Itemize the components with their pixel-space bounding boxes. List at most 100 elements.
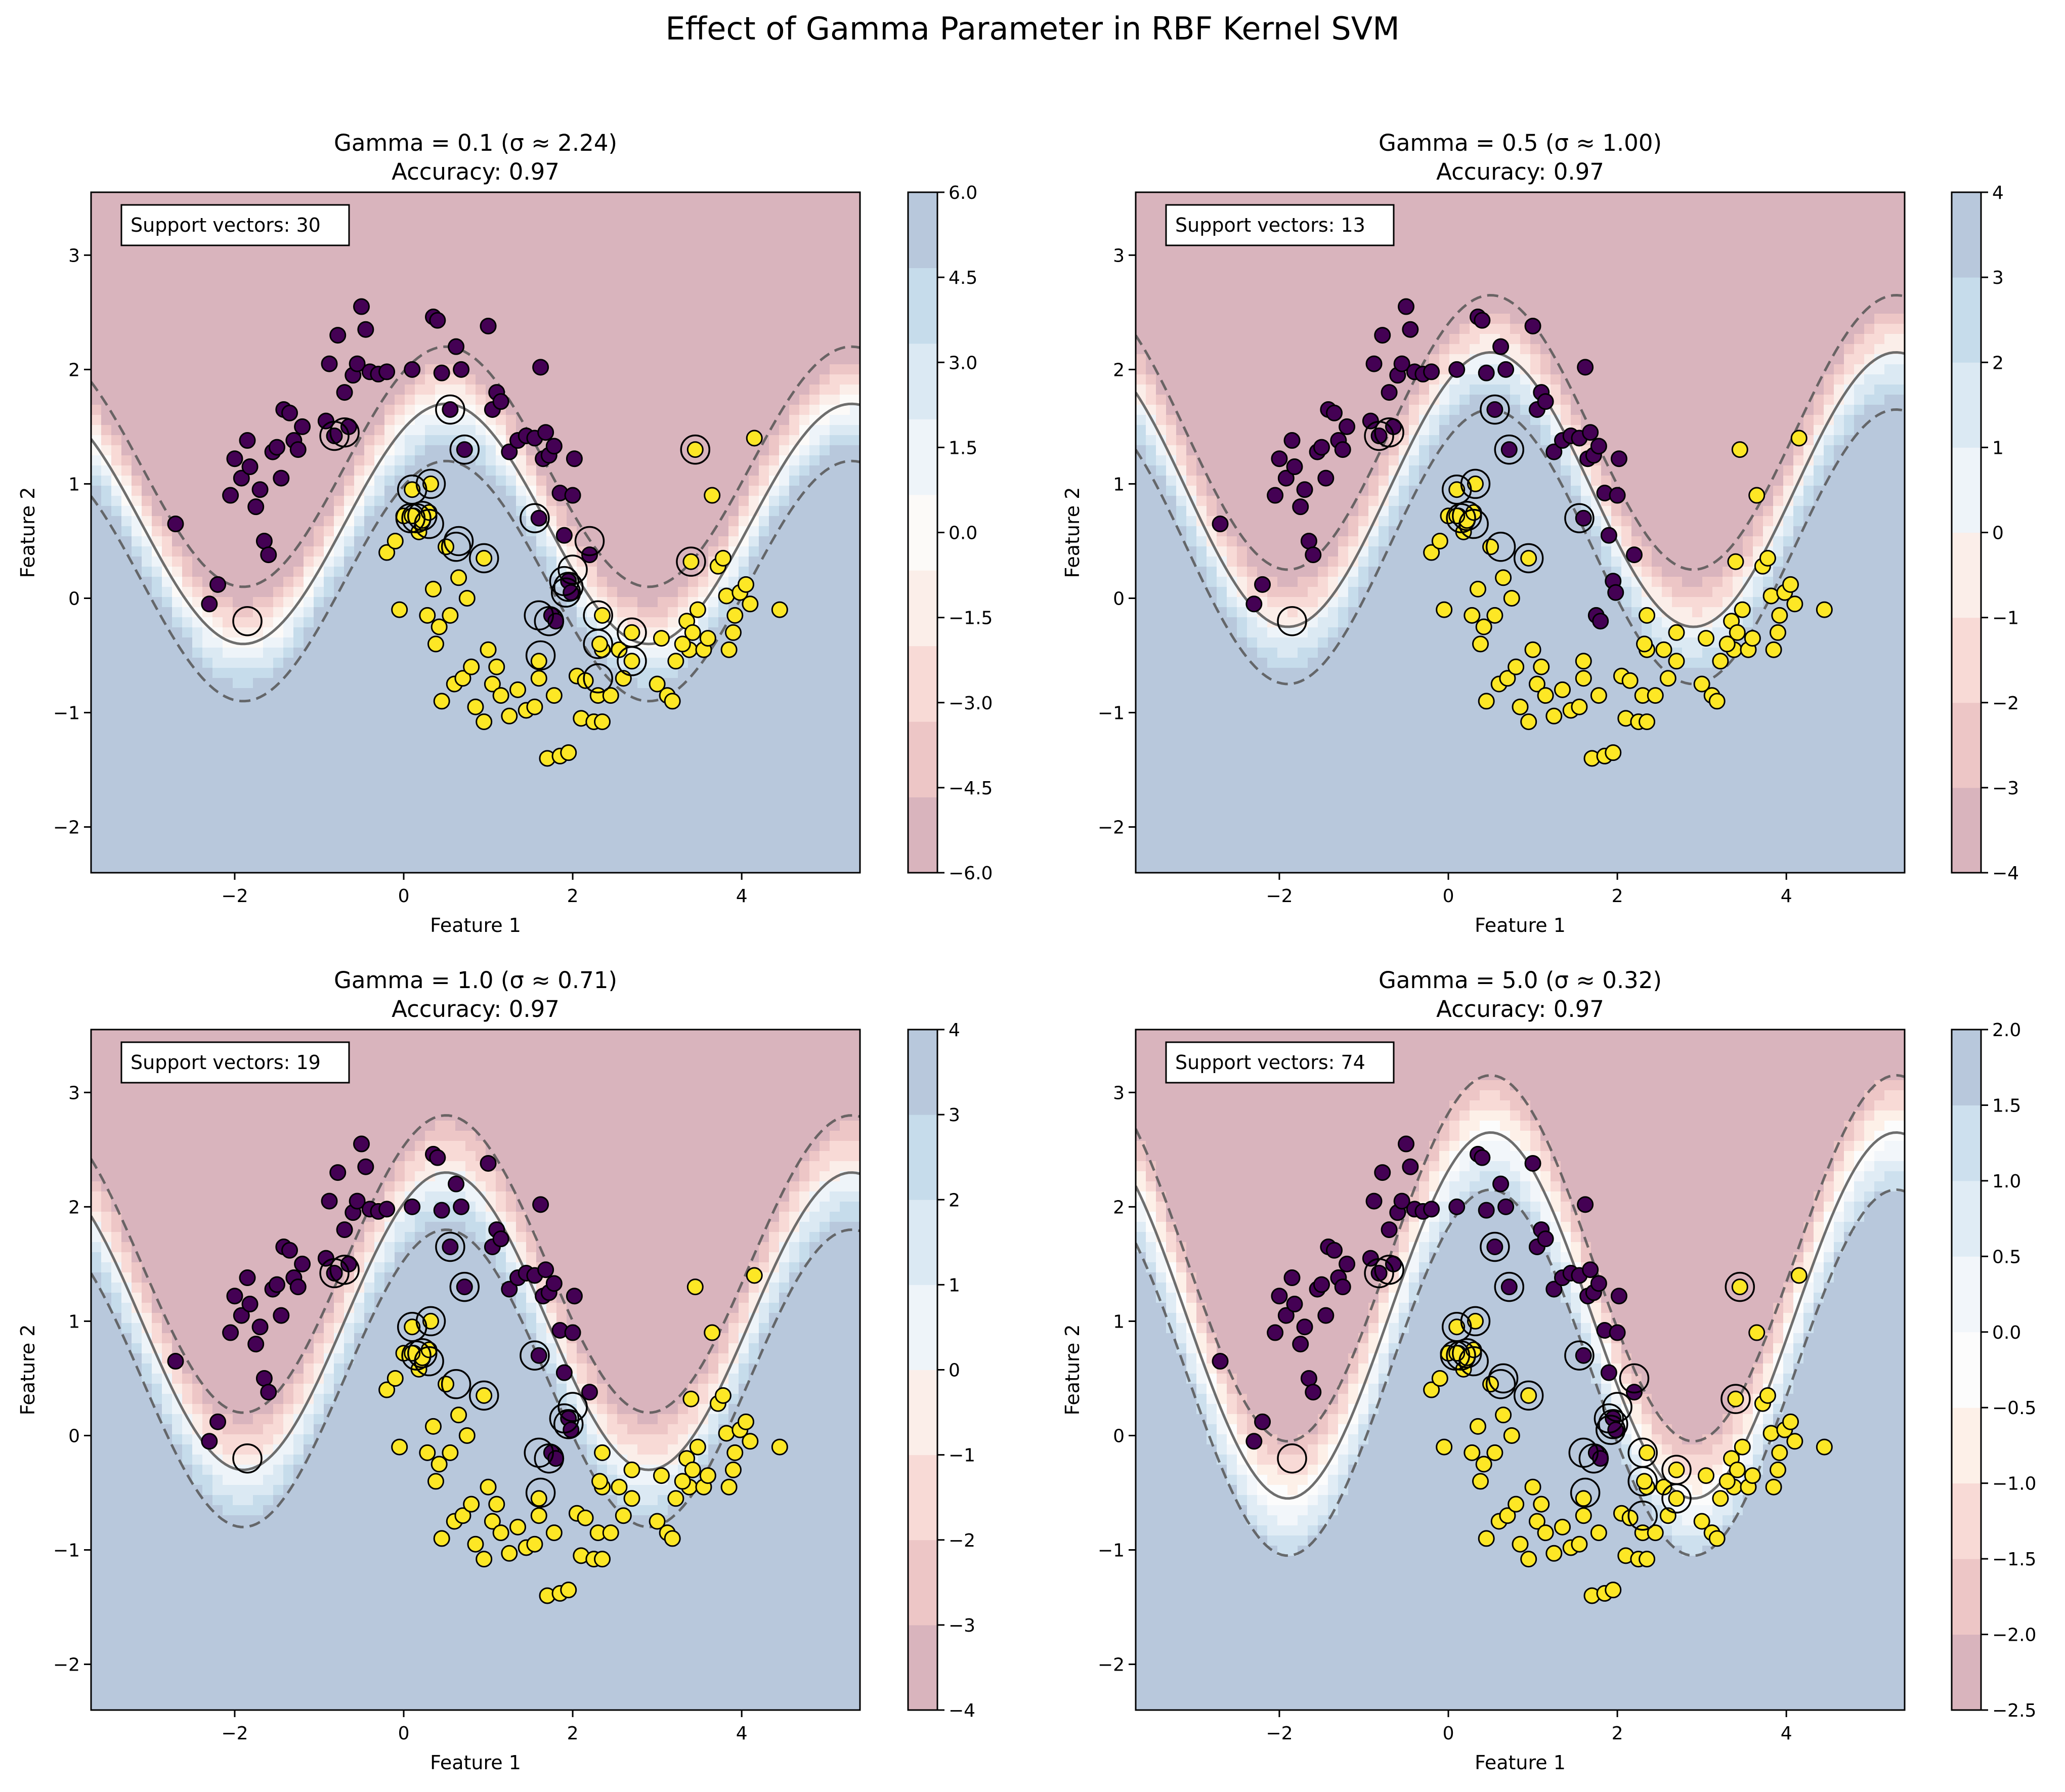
point-class0	[1609, 1324, 1626, 1341]
point-class1	[1765, 641, 1782, 658]
y-tick-label: 2	[68, 360, 80, 380]
point-class1	[1621, 672, 1639, 689]
support-vector-ring	[1513, 1380, 1544, 1411]
point-class0	[1296, 1318, 1313, 1336]
point-class1	[602, 687, 619, 704]
point-class1	[1693, 1513, 1710, 1530]
point-class1	[726, 1444, 744, 1461]
point-class1	[1731, 441, 1748, 458]
y-tick-label: 1	[68, 1311, 80, 1332]
point-class0	[1283, 1269, 1301, 1287]
boundary-line	[1136, 1131, 1905, 1500]
point-class0	[456, 1278, 473, 1296]
scatter-points	[167, 1135, 788, 1604]
colorbar-tick-label: 0.0	[1992, 1322, 2021, 1343]
colorbar-tick-label: 1.0	[1992, 1171, 2021, 1192]
support-vectors-annotation: Support vectors: 19	[120, 1041, 350, 1084]
support-vector-ring	[520, 1340, 550, 1371]
point-class0	[566, 1288, 583, 1305]
support-vector-ring	[435, 1231, 465, 1262]
point-class1	[649, 1513, 666, 1530]
support-vector-ring	[1374, 417, 1404, 448]
colorbar-tick-label: 2.0	[1992, 1020, 2021, 1041]
point-class1	[699, 630, 716, 647]
subplot-4: −2 0 2 4 −2 −1 0 1 2 3 Feature 1 Feature 2 Gamma = 5…	[1061, 967, 2036, 1774]
point-class1	[560, 1582, 577, 1599]
point-class0	[1313, 439, 1330, 456]
point-class1	[1528, 675, 1545, 693]
point-class1	[771, 601, 788, 618]
point-class1	[433, 693, 450, 710]
point-class0	[1267, 1324, 1284, 1341]
support-vector-ring	[1720, 1384, 1751, 1414]
axes-frame	[1135, 1029, 1906, 1711]
point-class0	[378, 1201, 396, 1218]
point-class0	[1609, 487, 1626, 504]
point-class0	[281, 404, 298, 421]
point-class0	[378, 363, 396, 380]
point-class0	[281, 1242, 298, 1259]
point-class1	[463, 1496, 480, 1513]
support-vectors-text: Support vectors: 19	[131, 1051, 321, 1074]
y-tick-label: −2	[53, 1655, 80, 1676]
point-class0	[1277, 1307, 1295, 1324]
figure-title: Effect of Gamma Parameter in RBF Kernel …	[665, 10, 1399, 47]
point-class1	[1520, 713, 1537, 731]
point-class0	[167, 516, 184, 533]
point-class0	[1398, 298, 1415, 315]
point-class0	[336, 1221, 353, 1239]
point-class0	[247, 1336, 265, 1353]
subplot-title: Gamma = 1.0 (σ ≈ 0.71)	[334, 967, 617, 994]
point-class1	[1575, 653, 1592, 670]
point-class1	[771, 1438, 788, 1456]
point-class1	[419, 1444, 436, 1461]
colorbar-tick-label: 1.5	[949, 438, 977, 458]
support-vector-ring	[1494, 434, 1525, 465]
point-class1	[1636, 635, 1653, 653]
colorbar-tick-label: −0.5	[1992, 1398, 2036, 1419]
point-class0	[349, 355, 366, 372]
support-vector-ring	[583, 663, 613, 694]
point-class1	[1575, 1507, 1592, 1524]
point-class1	[501, 707, 518, 724]
point-class0	[357, 1158, 374, 1175]
colorbar-tick-label: 0.0	[949, 523, 977, 544]
support-vector-ring	[401, 1340, 432, 1371]
point-class1	[738, 1413, 755, 1430]
point-class1	[738, 576, 755, 593]
x-axis-label: Feature 1	[1475, 914, 1566, 936]
point-class1	[1659, 670, 1676, 687]
point-class0	[1313, 1276, 1330, 1293]
support-vector-ring	[1485, 1369, 1516, 1399]
point-class1	[442, 607, 459, 624]
colorbar-segment	[1952, 1407, 1981, 1484]
point-class0	[448, 338, 465, 355]
point-class1	[1765, 1478, 1782, 1496]
point-class1	[1469, 1418, 1486, 1435]
point-class1	[509, 681, 527, 698]
colorbar-segment	[908, 797, 937, 873]
point-class1	[1693, 675, 1710, 693]
colorbar-segment	[908, 721, 937, 798]
support-vector-ring	[534, 606, 565, 636]
point-class0	[429, 312, 446, 329]
support-vector-ring	[1564, 503, 1595, 533]
subplot-3: −2 0 2 4 −2 −1 0 1 2 3 Feature 1 Feature 2 Gamma = 1…	[17, 967, 975, 1774]
point-class0	[1474, 1149, 1491, 1166]
point-class0	[329, 327, 347, 344]
point-class1	[1744, 1467, 1761, 1484]
point-class0	[1305, 546, 1322, 564]
point-class0	[353, 1135, 370, 1153]
point-class1	[1554, 1518, 1571, 1535]
support-vector-ring	[1627, 1500, 1658, 1531]
point-class0	[1286, 1296, 1303, 1313]
point-class0	[547, 613, 565, 630]
point-class1	[391, 601, 408, 618]
point-class0	[530, 1347, 547, 1364]
point-class1	[591, 635, 609, 653]
point-class1	[653, 1467, 670, 1484]
x-tick-label: 2	[567, 886, 579, 907]
point-class0	[1286, 458, 1303, 476]
colorbar-tick-label: −1.0	[1992, 1474, 2036, 1495]
support-vector-ring	[468, 1380, 499, 1411]
